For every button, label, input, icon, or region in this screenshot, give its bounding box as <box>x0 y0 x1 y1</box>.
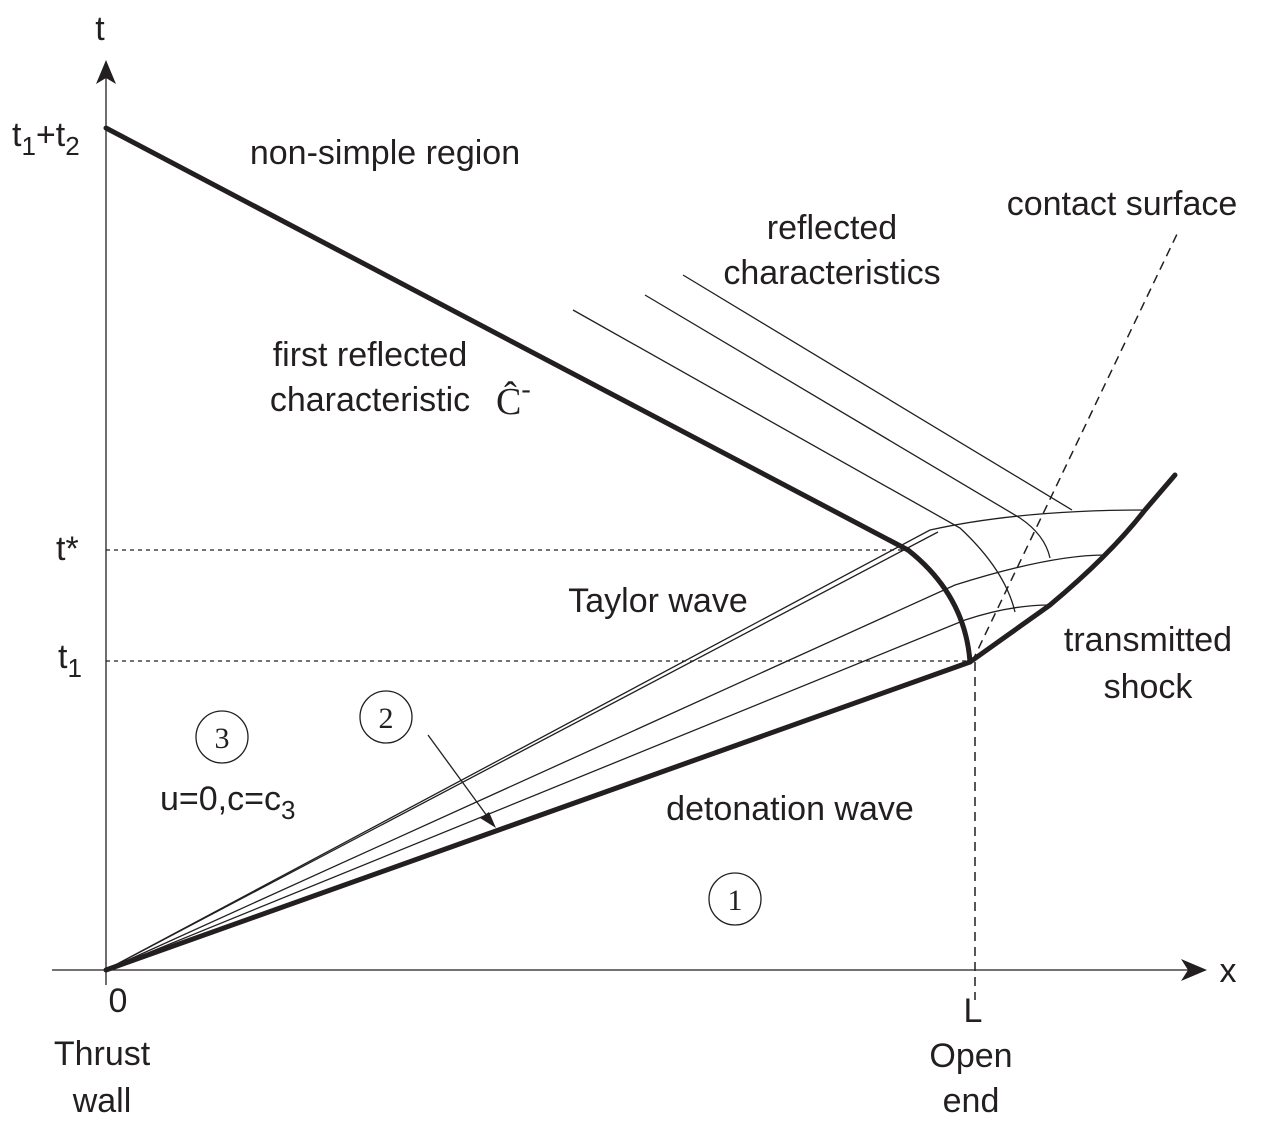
reflected-line <box>682 274 1073 511</box>
transmitted-shock-label: shock <box>1104 668 1194 706</box>
open-end-label: end <box>943 1082 1000 1120</box>
pointer-head <box>480 812 496 828</box>
t1-label: t1 <box>58 638 82 683</box>
contact-surface-label: contact surface <box>1007 185 1238 223</box>
reflected-line <box>644 294 1051 559</box>
c-hat-minus: Ĉ- <box>496 374 531 423</box>
part: Ĉ <box>496 381 521 423</box>
first-reflected-label: first reflected <box>273 336 468 374</box>
region-number: 3 <box>215 722 230 755</box>
x-axis-label: x <box>1220 952 1237 990</box>
region-circle <box>708 872 762 926</box>
subscript: 1 <box>21 131 35 161</box>
t-star-label: t* <box>56 530 79 568</box>
t1-plus-t2-label: t1+t2 <box>12 116 80 161</box>
fan-ray <box>105 531 939 971</box>
reflected-label: characteristics <box>723 254 940 292</box>
fan-ray <box>105 509 1146 971</box>
part: +t <box>36 116 66 154</box>
detonation-wave-label: detonation wave <box>666 790 914 828</box>
part: t <box>12 116 22 154</box>
first-reflected-characteristic <box>103 125 911 553</box>
first-reflected-label: characteristic <box>270 381 470 419</box>
t-arrow <box>96 60 116 84</box>
thrust-wall-label: Thrust <box>54 1035 151 1073</box>
t-axis-label: t <box>95 10 105 48</box>
taylor-fan <box>105 509 1146 971</box>
region-circle <box>195 710 249 764</box>
length-label: L <box>964 992 983 1030</box>
region-number: 2 <box>379 702 394 735</box>
reflected-label: reflected <box>767 209 897 247</box>
region-circle <box>359 690 413 744</box>
subscript: 3 <box>281 795 295 825</box>
taylor-wave-label: Taylor wave <box>568 582 748 620</box>
transmitted-shock-line <box>967 472 1178 665</box>
detonation-wave-line <box>103 659 973 973</box>
open-end-label: Open <box>929 1037 1012 1075</box>
transmitted-shock-label: transmitted <box>1064 621 1232 659</box>
fan-ray <box>105 604 1051 971</box>
subscript: 2 <box>65 131 79 161</box>
thrust-wall-label: wall <box>72 1082 132 1120</box>
part: t <box>58 638 68 676</box>
region2-pointer <box>427 734 491 821</box>
origin-label: 0 <box>109 982 128 1020</box>
region3-state: u=0,c=c3 <box>160 780 295 825</box>
contact-surface-line <box>971 231 1179 663</box>
x-arrow <box>1181 959 1207 981</box>
fan-ray <box>105 554 1106 971</box>
reflected-head <box>905 547 973 665</box>
reflected-characteristics-lines <box>572 274 1073 613</box>
part: u=0,c=c <box>160 780 281 818</box>
subscript: 1 <box>67 653 81 683</box>
region-number: 1 <box>728 884 743 917</box>
superscript: - <box>521 374 530 405</box>
reflected-line <box>572 309 1016 613</box>
non-simple-region: non-simple region <box>250 134 520 172</box>
